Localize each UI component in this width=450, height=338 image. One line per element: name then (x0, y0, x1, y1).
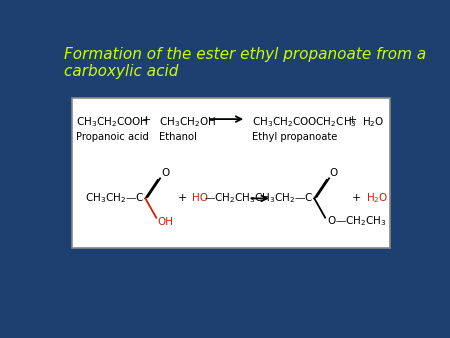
Text: Ethyl propanoate: Ethyl propanoate (252, 132, 338, 142)
Text: H$_2$O: H$_2$O (362, 115, 385, 129)
Text: CH$_3$CH$_2$COOCH$_2$CH$_3$: CH$_3$CH$_2$COOCH$_2$CH$_3$ (252, 115, 357, 129)
Text: CH$_3$CH$_2$—C: CH$_3$CH$_2$—C (253, 192, 313, 205)
Text: —CH$_2$CH$_3$: —CH$_2$CH$_3$ (204, 192, 256, 205)
Text: O: O (330, 168, 338, 178)
Text: +: + (347, 115, 357, 125)
Text: Propanoic acid: Propanoic acid (76, 132, 148, 142)
Text: OH: OH (158, 217, 174, 226)
Text: Ethanol: Ethanol (158, 132, 196, 142)
Text: CH$_3$CH$_2$OH: CH$_3$CH$_2$OH (158, 115, 216, 129)
Text: +: + (178, 193, 187, 203)
Text: O: O (161, 168, 169, 178)
Text: CH$_3$CH$_2$—C: CH$_3$CH$_2$—C (85, 192, 144, 205)
Text: +: + (352, 193, 362, 203)
Text: Formation of the ester ethyl propanoate from a
carboxylic acid: Formation of the ester ethyl propanoate … (64, 47, 426, 79)
Text: HO: HO (192, 193, 208, 203)
Text: O—CH$_2$CH$_3$: O—CH$_2$CH$_3$ (327, 215, 387, 228)
Text: +: + (142, 115, 152, 125)
Text: CH$_3$CH$_2$COOH: CH$_3$CH$_2$COOH (76, 115, 148, 129)
Text: H$_2$O: H$_2$O (366, 192, 389, 205)
Bar (72, 98, 390, 248)
